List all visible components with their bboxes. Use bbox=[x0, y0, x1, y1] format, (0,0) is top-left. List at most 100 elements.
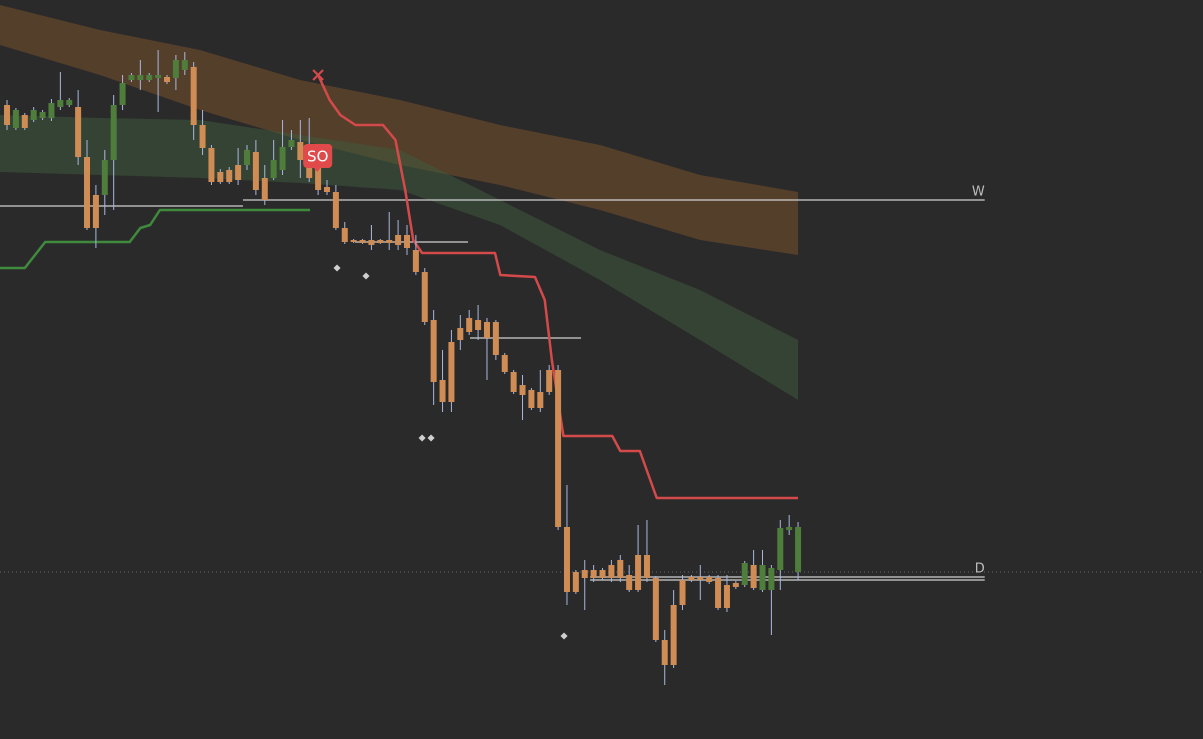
candle-body bbox=[84, 157, 91, 228]
candle-body bbox=[430, 320, 437, 382]
cloud-band bbox=[0, 5, 799, 255]
candle-body bbox=[288, 140, 295, 147]
candle-body bbox=[146, 75, 153, 80]
candle-body bbox=[279, 147, 286, 170]
candle-body bbox=[608, 565, 615, 578]
candle-body bbox=[741, 563, 748, 585]
candle-body bbox=[439, 380, 446, 402]
candle-body bbox=[395, 235, 402, 245]
candle-body bbox=[181, 60, 188, 70]
signal-marker bbox=[427, 434, 435, 442]
candle-body bbox=[572, 572, 579, 592]
candle-body bbox=[137, 75, 144, 80]
candle-body bbox=[786, 527, 793, 530]
indicator-line bbox=[316, 74, 799, 500]
candle-body bbox=[128, 75, 135, 80]
candle-body bbox=[92, 195, 99, 228]
candle-body bbox=[643, 555, 650, 578]
candle-body bbox=[119, 83, 126, 105]
candle-body bbox=[412, 250, 419, 272]
candle-body bbox=[581, 570, 588, 578]
candle-body bbox=[537, 392, 544, 408]
stop-cross bbox=[312, 69, 324, 81]
candle-body bbox=[252, 152, 259, 190]
candle-body bbox=[21, 115, 28, 128]
candle-body bbox=[670, 605, 677, 665]
candle-body bbox=[652, 578, 659, 640]
candle-body bbox=[626, 575, 633, 590]
candle-body bbox=[688, 577, 695, 580]
candle-body bbox=[332, 192, 339, 228]
candle-body bbox=[66, 100, 73, 105]
signal-marker bbox=[362, 272, 370, 280]
candle-body bbox=[617, 560, 624, 578]
signal-marker bbox=[333, 264, 341, 272]
candle-body bbox=[795, 527, 802, 572]
candle-body bbox=[777, 528, 784, 570]
candle-body bbox=[706, 577, 713, 582]
candle-body bbox=[457, 328, 464, 340]
candle-body bbox=[759, 565, 766, 590]
candle-body bbox=[697, 577, 704, 580]
candle-body bbox=[323, 187, 330, 192]
candle-body bbox=[421, 272, 428, 322]
candle-body bbox=[715, 578, 722, 608]
candle-body bbox=[199, 125, 206, 148]
candle-body bbox=[12, 110, 19, 128]
candle-body bbox=[679, 580, 686, 605]
candle-body bbox=[750, 565, 757, 588]
candle-body bbox=[270, 160, 277, 178]
candle-body bbox=[75, 107, 82, 157]
candle-body bbox=[555, 370, 562, 527]
candle-body bbox=[217, 172, 224, 182]
candle-body bbox=[297, 142, 304, 160]
candle-body bbox=[768, 568, 775, 590]
candle-body bbox=[315, 160, 322, 190]
candle-body bbox=[528, 390, 535, 408]
candle-body bbox=[546, 370, 553, 392]
signal-marker bbox=[560, 632, 568, 640]
candle-body bbox=[510, 372, 517, 392]
candle-body bbox=[172, 60, 179, 78]
candle-body bbox=[306, 160, 313, 178]
candle-body bbox=[208, 148, 215, 182]
signal-marker bbox=[418, 434, 426, 442]
candle-body bbox=[377, 240, 384, 243]
candle-body bbox=[226, 170, 233, 182]
candle-body bbox=[359, 240, 366, 243]
candle-body bbox=[235, 165, 242, 180]
annotation-text: SO bbox=[307, 148, 328, 166]
candle-body bbox=[635, 555, 642, 590]
candle-body bbox=[590, 570, 597, 578]
level-label: D bbox=[975, 562, 985, 577]
candle-body bbox=[661, 640, 668, 665]
candle-body bbox=[341, 228, 348, 242]
candle-body bbox=[723, 585, 730, 608]
candle-body bbox=[403, 235, 410, 248]
candle-body bbox=[30, 110, 37, 120]
candle-body bbox=[190, 67, 197, 125]
level-label: W bbox=[972, 185, 985, 200]
candle-body bbox=[386, 240, 393, 243]
candle-body bbox=[57, 100, 64, 107]
candle-body bbox=[483, 322, 490, 338]
candle-body bbox=[501, 355, 508, 372]
candle-body bbox=[466, 318, 473, 332]
indicator-line bbox=[0, 208, 311, 270]
annotation: SO bbox=[303, 144, 333, 172]
candle-body bbox=[599, 570, 606, 578]
candle-body bbox=[519, 385, 526, 395]
candle-body bbox=[110, 105, 117, 160]
candle-body bbox=[48, 103, 55, 118]
candle-body bbox=[350, 240, 357, 242]
candle-body bbox=[101, 160, 108, 195]
candle-body bbox=[448, 342, 455, 402]
candle-body bbox=[563, 527, 570, 592]
annotation-box bbox=[303, 144, 333, 168]
candle-body bbox=[4, 105, 11, 125]
candle-body bbox=[732, 583, 739, 587]
candle-body bbox=[243, 150, 250, 165]
candle-body bbox=[261, 178, 268, 200]
